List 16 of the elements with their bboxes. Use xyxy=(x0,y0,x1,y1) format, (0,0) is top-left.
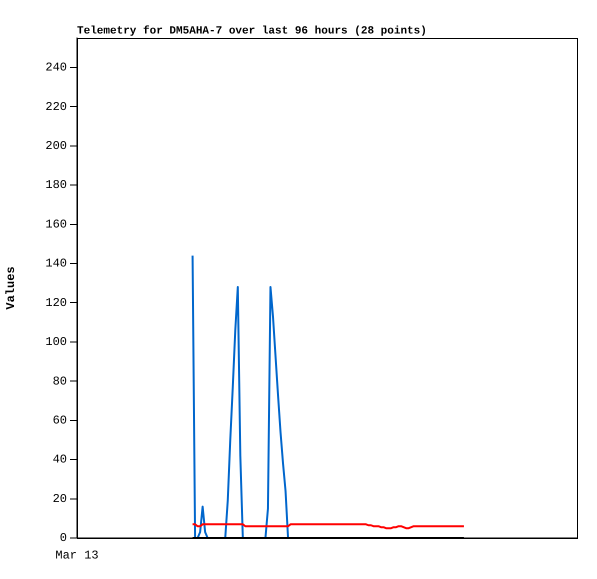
y-tick-label: 240 xyxy=(45,60,67,75)
y-axis-title: Values xyxy=(4,266,18,310)
y-tick-label: 40 xyxy=(52,452,67,467)
y-tick-label: 0 xyxy=(60,531,67,546)
y-tick-label: 80 xyxy=(52,374,67,388)
y-tick-label: 200 xyxy=(45,139,67,154)
y-tick-label: 160 xyxy=(45,217,67,232)
y-tick-label: 60 xyxy=(52,414,67,428)
y-tick-label: 20 xyxy=(52,492,67,506)
y-tick-label: 180 xyxy=(45,178,67,192)
y-tick-label: 100 xyxy=(45,335,67,350)
y-tick-label: 120 xyxy=(45,296,67,310)
y-tick-label: 220 xyxy=(45,100,67,114)
y-tick-label: 140 xyxy=(45,256,67,271)
chart-title: Telemetry for DM5AHA-7 over last 96 hours (28 points) xyxy=(77,24,427,38)
x-tick-label: Mar 13 xyxy=(55,548,99,562)
